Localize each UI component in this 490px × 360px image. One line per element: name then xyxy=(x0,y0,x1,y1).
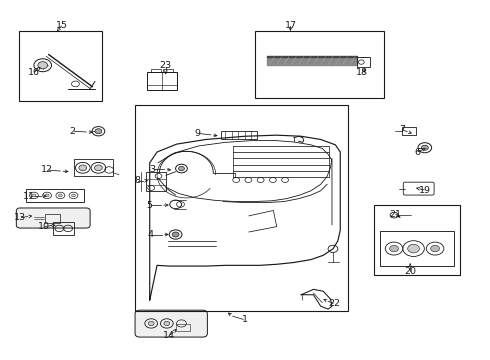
Bar xyxy=(53,222,74,234)
Bar xyxy=(357,57,369,67)
Text: 19: 19 xyxy=(419,185,431,194)
Bar xyxy=(45,214,60,223)
Bar xyxy=(380,231,454,266)
Text: 22: 22 xyxy=(328,299,340,308)
Text: 4: 4 xyxy=(147,230,154,239)
Circle shape xyxy=(58,194,62,197)
Text: 14: 14 xyxy=(163,331,175,340)
Text: 17: 17 xyxy=(284,21,296,30)
Circle shape xyxy=(38,62,48,69)
Circle shape xyxy=(72,194,75,197)
Bar xyxy=(255,31,384,98)
Text: 16: 16 xyxy=(28,68,40,77)
Bar xyxy=(163,69,172,72)
Text: 12: 12 xyxy=(41,166,53,175)
Text: 10: 10 xyxy=(38,222,49,231)
Text: 18: 18 xyxy=(356,68,368,77)
Circle shape xyxy=(178,166,184,171)
FancyBboxPatch shape xyxy=(135,310,207,337)
Circle shape xyxy=(95,165,102,171)
Bar xyxy=(374,205,460,275)
Circle shape xyxy=(164,321,170,325)
Circle shape xyxy=(390,246,398,252)
Circle shape xyxy=(431,246,440,252)
Circle shape xyxy=(148,321,154,325)
Text: 9: 9 xyxy=(195,129,200,138)
Bar xyxy=(135,105,347,311)
Text: 23: 23 xyxy=(160,62,172,71)
Bar xyxy=(147,72,176,90)
Bar xyxy=(402,127,416,135)
Bar xyxy=(74,159,113,176)
Text: 6: 6 xyxy=(414,148,420,157)
Bar xyxy=(26,189,84,202)
Bar xyxy=(147,172,166,192)
Circle shape xyxy=(32,194,36,197)
Text: 15: 15 xyxy=(56,21,68,30)
Circle shape xyxy=(421,145,428,150)
Text: 21: 21 xyxy=(390,210,401,219)
Text: 1: 1 xyxy=(242,315,248,324)
Text: 2: 2 xyxy=(70,127,75,136)
Circle shape xyxy=(79,165,87,171)
Bar xyxy=(151,69,161,72)
FancyBboxPatch shape xyxy=(16,208,90,228)
Bar xyxy=(220,131,257,139)
Text: 8: 8 xyxy=(135,176,141,185)
Text: 5: 5 xyxy=(147,201,153,210)
Bar xyxy=(175,324,190,330)
Text: 7: 7 xyxy=(399,125,405,134)
Bar xyxy=(19,31,102,101)
Text: 20: 20 xyxy=(404,267,416,276)
Circle shape xyxy=(95,129,102,134)
Text: 3: 3 xyxy=(149,165,155,174)
Text: 11: 11 xyxy=(23,192,35,201)
Circle shape xyxy=(45,194,49,197)
Circle shape xyxy=(408,244,419,253)
Text: 13: 13 xyxy=(14,213,26,222)
Circle shape xyxy=(172,232,179,237)
